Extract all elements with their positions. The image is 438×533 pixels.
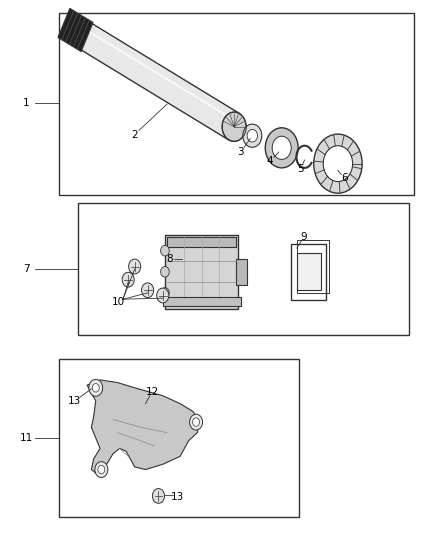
Circle shape (314, 134, 362, 193)
Circle shape (122, 272, 134, 287)
Circle shape (95, 462, 108, 478)
Text: 7: 7 (23, 264, 30, 274)
Bar (297, 253, 321, 290)
Text: 13: 13 (171, 492, 184, 502)
Text: 12: 12 (145, 387, 159, 397)
Polygon shape (58, 9, 93, 52)
Circle shape (89, 379, 102, 396)
Bar (163, 296, 240, 306)
Text: 2: 2 (131, 130, 138, 140)
Text: 11: 11 (20, 433, 33, 443)
Circle shape (152, 489, 165, 503)
Text: 3: 3 (237, 147, 244, 157)
Bar (59, 13, 413, 195)
Circle shape (265, 128, 298, 168)
Text: 6: 6 (341, 173, 348, 183)
Circle shape (190, 414, 202, 430)
Bar (167, 238, 236, 247)
Text: 1: 1 (23, 98, 30, 108)
Text: 8: 8 (166, 254, 173, 264)
Circle shape (98, 465, 105, 474)
Circle shape (129, 259, 141, 274)
Bar (78, 203, 409, 335)
Text: 4: 4 (267, 156, 273, 166)
Bar (236, 259, 247, 285)
Circle shape (141, 283, 154, 297)
Circle shape (243, 124, 262, 147)
Polygon shape (82, 24, 240, 140)
FancyBboxPatch shape (291, 244, 326, 300)
Text: 5: 5 (297, 164, 304, 174)
Text: 10: 10 (112, 297, 125, 308)
Circle shape (323, 146, 353, 182)
Circle shape (272, 136, 291, 159)
Text: 9: 9 (300, 232, 307, 243)
Circle shape (161, 266, 169, 277)
Ellipse shape (222, 112, 246, 141)
Circle shape (161, 245, 169, 256)
Polygon shape (87, 380, 200, 475)
Text: 13: 13 (67, 396, 81, 406)
Circle shape (157, 288, 169, 303)
Bar (59, 359, 299, 517)
Circle shape (247, 130, 258, 142)
Circle shape (92, 384, 99, 392)
Circle shape (193, 418, 200, 426)
FancyBboxPatch shape (165, 235, 238, 309)
Circle shape (161, 288, 169, 298)
